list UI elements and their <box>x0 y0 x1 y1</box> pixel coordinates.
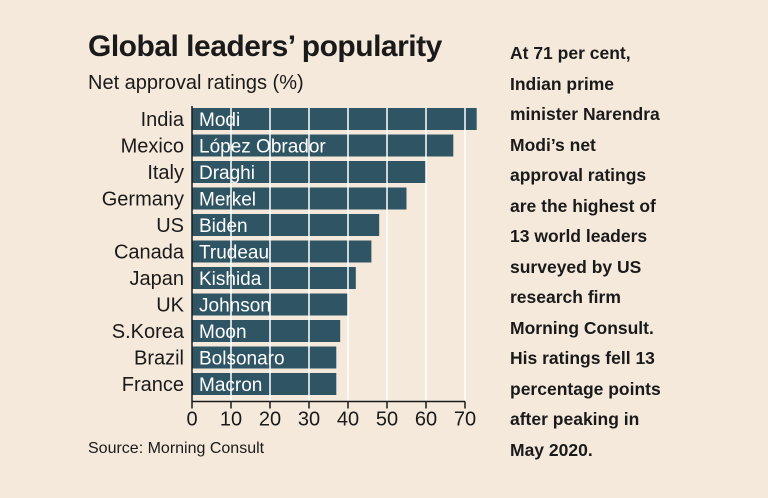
leader-label: Johnson <box>199 296 271 317</box>
leader-label: López Obrador <box>199 137 326 158</box>
bar-us <box>192 214 380 236</box>
country-label: US <box>156 215 184 237</box>
leader-label: Merkel <box>199 190 256 211</box>
annotation-text: At 71 per cent, Indian prime minister Na… <box>510 43 661 460</box>
country-label: India <box>141 109 185 131</box>
country-label: Italy <box>147 162 184 184</box>
bar-s-korea <box>192 320 341 342</box>
leader-label: Moon <box>199 322 247 343</box>
chart-subtitle: Net approval ratings (%) <box>88 72 304 94</box>
leader-label: Bolsonaro <box>199 349 285 370</box>
country-label: Canada <box>114 242 185 264</box>
country-label: S.Korea <box>112 321 185 343</box>
bar-india <box>192 108 477 130</box>
x-tick-label: 30 <box>298 409 320 431</box>
leader-label: Biden <box>199 216 248 237</box>
source-note: Source: Morning Consult <box>88 440 265 457</box>
x-tick-label: 20 <box>259 409 281 431</box>
country-label: Brazil <box>134 348 184 370</box>
x-tick-label: 0 <box>186 409 197 431</box>
bar-brazil <box>192 346 337 369</box>
chart-title: Global leaders’ popularity <box>88 30 442 63</box>
x-tick-label: 10 <box>220 409 242 431</box>
country-label: UK <box>156 295 184 317</box>
country-label: France <box>122 374 184 396</box>
country-label: Japan <box>130 268 185 290</box>
x-tick-label: 60 <box>415 409 437 431</box>
x-tick-label: 70 <box>454 409 476 431</box>
leader-label: Modi <box>199 110 240 131</box>
bar-canada <box>192 240 372 263</box>
bar-france <box>192 373 337 395</box>
x-tick-label: 50 <box>376 409 398 431</box>
bar-mexico <box>192 134 454 157</box>
x-tick-label: 40 <box>337 409 359 431</box>
country-label: Germany <box>102 189 184 211</box>
bar-germany <box>192 187 407 210</box>
bar-japan <box>192 267 356 289</box>
leader-label: Trudeau <box>199 243 269 264</box>
country-label: Mexico <box>121 136 184 158</box>
leader-label: Draghi <box>199 163 255 184</box>
